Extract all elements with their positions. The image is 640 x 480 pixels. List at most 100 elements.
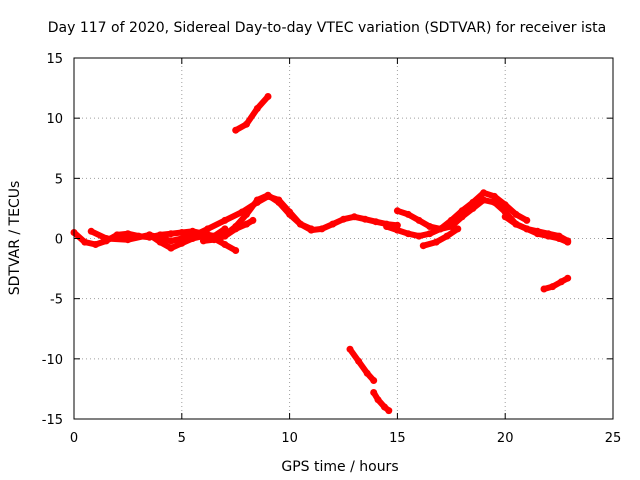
data-point — [221, 216, 229, 224]
data-point — [383, 223, 391, 230]
data-point — [355, 357, 363, 365]
data-point — [544, 232, 552, 240]
data-point — [264, 93, 272, 100]
data-point — [87, 227, 95, 235]
data-point — [232, 126, 240, 134]
data-point — [249, 216, 257, 224]
data-point — [393, 207, 401, 215]
y-tick-label: 5 — [55, 172, 63, 187]
data-point — [232, 247, 240, 254]
data-point — [210, 236, 218, 244]
data-point — [549, 283, 557, 291]
x-tick-label: 5 — [178, 431, 186, 446]
data-point — [534, 230, 541, 238]
data-point — [346, 345, 354, 353]
data-point — [426, 223, 434, 230]
data-point — [124, 230, 132, 238]
data-point — [204, 225, 212, 233]
y-tick-label: 0 — [55, 233, 63, 248]
data-point — [480, 189, 488, 197]
series-line — [420, 225, 461, 249]
series-arc-j — [501, 213, 572, 246]
series-arc-h — [383, 189, 531, 240]
data-point — [415, 216, 423, 224]
data-point — [102, 235, 110, 242]
data-point — [419, 242, 427, 250]
data-point — [253, 105, 261, 112]
data-point — [370, 389, 378, 396]
y-tick-label: -15 — [42, 413, 63, 428]
x-tick-label: 15 — [389, 431, 406, 446]
data-point — [178, 239, 186, 247]
data-point — [361, 215, 369, 223]
data-point — [458, 207, 466, 215]
data-point — [275, 198, 283, 206]
data-point — [92, 241, 100, 248]
series-line — [232, 93, 271, 134]
data-point — [564, 274, 572, 282]
data-point — [189, 235, 197, 242]
y-tick-label: -10 — [42, 353, 63, 368]
series-arc-e — [199, 216, 257, 245]
plot-data — [70, 93, 572, 415]
data-point — [124, 236, 132, 244]
series-line — [347, 346, 377, 384]
data-point — [404, 210, 412, 218]
data-point — [512, 220, 520, 228]
data-point — [555, 235, 563, 242]
data-point — [253, 196, 261, 204]
data-point — [167, 244, 175, 252]
data-point — [523, 225, 531, 233]
data-point — [564, 238, 572, 246]
data-point — [232, 225, 240, 233]
series-arc-k — [540, 274, 572, 293]
data-point — [318, 225, 326, 233]
x-tick-label: 20 — [497, 431, 514, 446]
x-tick-label: 0 — [70, 431, 78, 446]
y-tick-label: 15 — [46, 52, 63, 67]
series-arc-m — [370, 389, 393, 415]
x-tick-label: 10 — [281, 431, 298, 446]
data-point — [557, 278, 565, 286]
data-point — [437, 225, 444, 233]
y-tick-label: 10 — [46, 112, 63, 127]
data-point — [415, 232, 423, 240]
data-point — [385, 407, 393, 415]
x-tick-label: 25 — [605, 431, 622, 446]
series-arc-f — [232, 93, 272, 134]
data-point — [372, 218, 380, 226]
data-point — [264, 191, 272, 199]
y-tick-label: -5 — [50, 293, 63, 308]
data-point — [432, 238, 440, 246]
data-point — [540, 285, 548, 293]
series-arc-l — [346, 345, 378, 384]
data-point — [296, 220, 304, 228]
series-arc-i — [419, 225, 462, 250]
data-point — [243, 220, 250, 228]
data-point — [393, 226, 401, 234]
data-point — [340, 215, 347, 223]
data-point — [443, 232, 451, 240]
data-point — [454, 225, 462, 233]
data-point — [370, 377, 378, 384]
data-point — [221, 241, 229, 248]
y-axis-label: SDTVAR / TECUs — [7, 181, 23, 296]
data-point — [404, 230, 412, 238]
series-line — [541, 275, 571, 292]
data-point — [81, 238, 89, 246]
data-point — [167, 230, 175, 238]
data-point — [501, 213, 509, 221]
data-point — [363, 369, 371, 377]
data-point — [199, 237, 207, 245]
data-point — [523, 216, 531, 224]
data-point — [447, 216, 455, 224]
data-point — [178, 229, 186, 236]
data-point — [490, 192, 498, 200]
data-point — [501, 201, 509, 209]
x-axis-label: GPS time / hours — [281, 459, 398, 475]
data-point — [156, 238, 164, 246]
chart-title: Day 117 of 2020, Sidereal Day-to-day VTE… — [48, 20, 606, 36]
data-point — [146, 231, 153, 239]
data-point — [329, 220, 337, 228]
